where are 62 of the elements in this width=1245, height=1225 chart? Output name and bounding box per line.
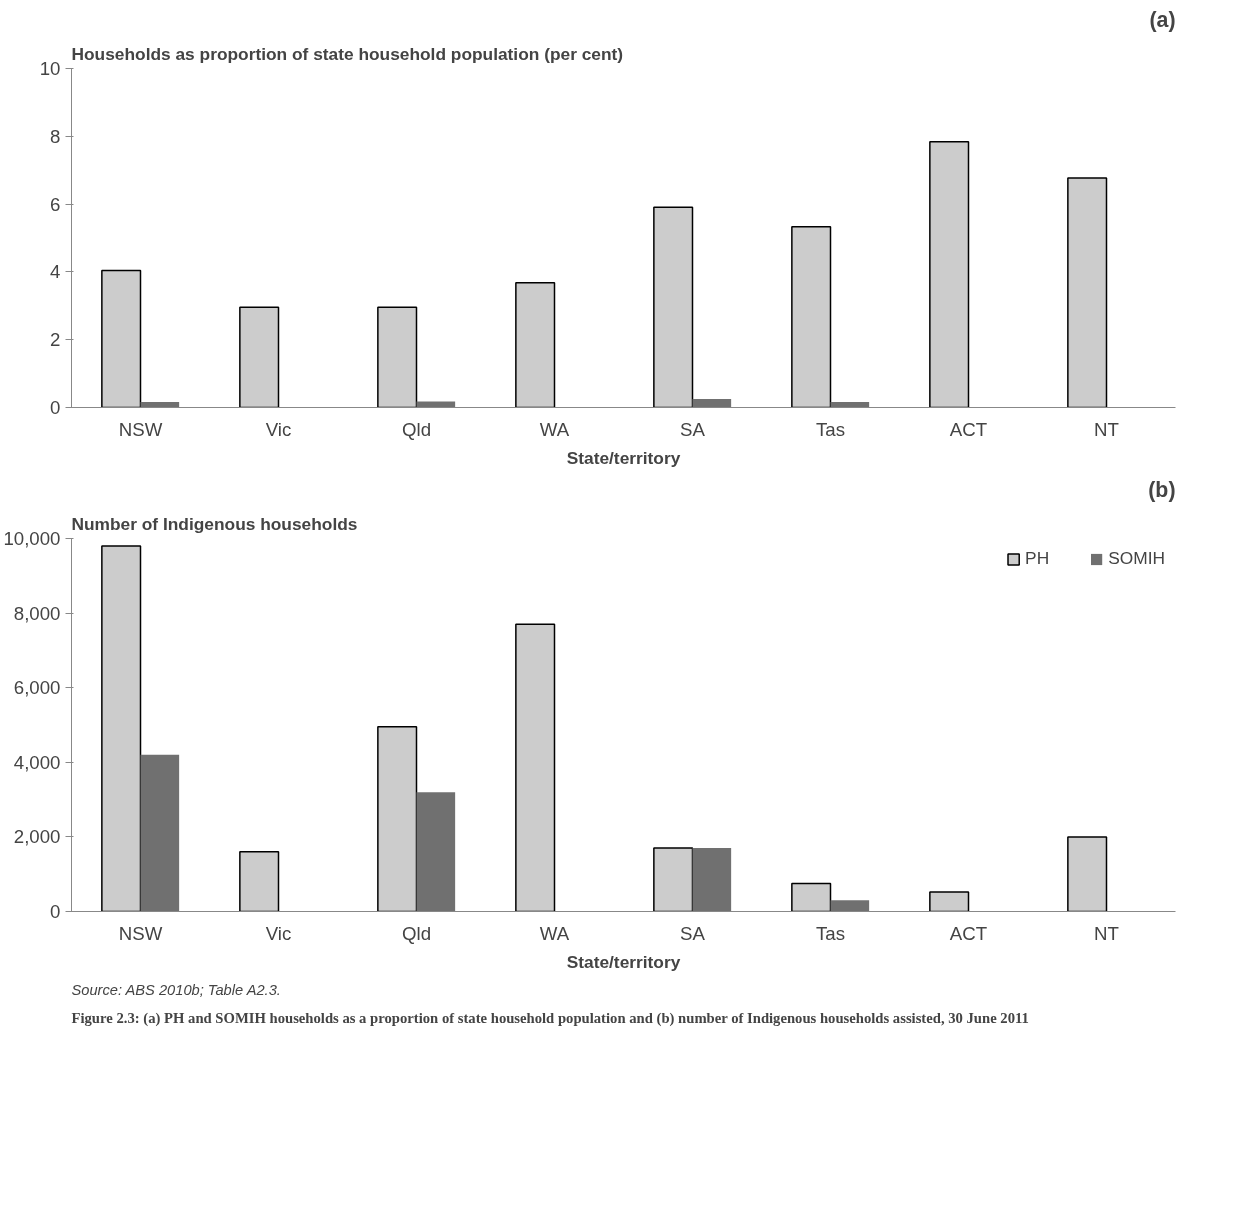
y-tick-label: 6,000 bbox=[13, 677, 61, 699]
x-tick-label: SA bbox=[680, 922, 706, 944]
y-axis-title: Number of Indigenous households bbox=[71, 513, 358, 534]
legend-label: SOMIH bbox=[1108, 548, 1165, 569]
bar bbox=[239, 306, 280, 408]
y-tick-label: 2,000 bbox=[13, 826, 61, 848]
chart-title: (a) bbox=[1149, 7, 1176, 32]
bar bbox=[101, 545, 142, 912]
x-tick-label: ACT bbox=[949, 922, 988, 944]
bar bbox=[830, 402, 870, 408]
bar bbox=[140, 402, 180, 408]
x-axis-title: State/territory bbox=[566, 951, 681, 972]
caption: Figure 2.3: (a) PH and SOMIH households as a proportion of state household population and (b) number of Indigenous households assisted, 30 June 2011 bbox=[71, 1009, 1029, 1027]
y-tick-label: 4,000 bbox=[13, 751, 61, 773]
x-tick-label: SA bbox=[680, 418, 706, 440]
x-tick-label: Vic bbox=[265, 418, 292, 440]
x-tick-label: Qld bbox=[401, 418, 432, 440]
y-tick-label: 2 bbox=[50, 329, 61, 351]
y-tick-label: 10,000 bbox=[3, 528, 61, 549]
x-tick-label: NSW bbox=[118, 922, 163, 944]
bar bbox=[1067, 836, 1108, 912]
y-axis-title: Households as proportion of state household population (per cent) bbox=[71, 43, 624, 64]
chart-title: (b) bbox=[1148, 477, 1176, 502]
x-tick-label: Tas bbox=[815, 922, 846, 944]
bar bbox=[416, 401, 456, 408]
y-tick-label: 8,000 bbox=[13, 602, 61, 624]
x-tick-label: Qld bbox=[401, 922, 432, 944]
bar bbox=[692, 399, 732, 408]
bar bbox=[515, 623, 556, 912]
x-tick-label: ACT bbox=[949, 418, 988, 440]
y-tick-label: 0 bbox=[50, 397, 61, 418]
bar bbox=[239, 851, 280, 912]
x-tick-label: Vic bbox=[265, 922, 292, 944]
y-tick-label: 10 bbox=[39, 58, 61, 79]
bar bbox=[515, 282, 556, 408]
y-tick-label: 4 bbox=[50, 261, 61, 283]
bar bbox=[791, 226, 832, 408]
bar bbox=[791, 882, 832, 912]
bar bbox=[377, 726, 418, 912]
bar bbox=[653, 206, 694, 408]
x-axis-title: State/territory bbox=[566, 447, 681, 468]
bar bbox=[1067, 177, 1108, 408]
bar bbox=[377, 306, 418, 408]
bar bbox=[692, 848, 732, 912]
y-tick-label: 8 bbox=[50, 125, 61, 147]
y-tick-label: 0 bbox=[50, 901, 61, 922]
bar bbox=[929, 891, 970, 912]
x-tick-label: WA bbox=[539, 418, 570, 440]
y-tick-label: 6 bbox=[50, 193, 61, 215]
x-tick-label: WA bbox=[539, 922, 570, 944]
bar bbox=[653, 847, 694, 912]
bar bbox=[929, 140, 970, 408]
legend-label: PH bbox=[1025, 548, 1050, 569]
x-tick-label: NT bbox=[1094, 418, 1119, 440]
bar bbox=[830, 900, 870, 912]
bar bbox=[416, 792, 456, 912]
x-tick-label: Tas bbox=[815, 418, 846, 440]
x-tick-label: NSW bbox=[118, 418, 163, 440]
bar bbox=[101, 269, 142, 408]
source-note: Source: ABS 2010b; Table A2.3. bbox=[71, 981, 281, 998]
bar bbox=[140, 754, 180, 912]
x-tick-label: NT bbox=[1094, 922, 1119, 944]
